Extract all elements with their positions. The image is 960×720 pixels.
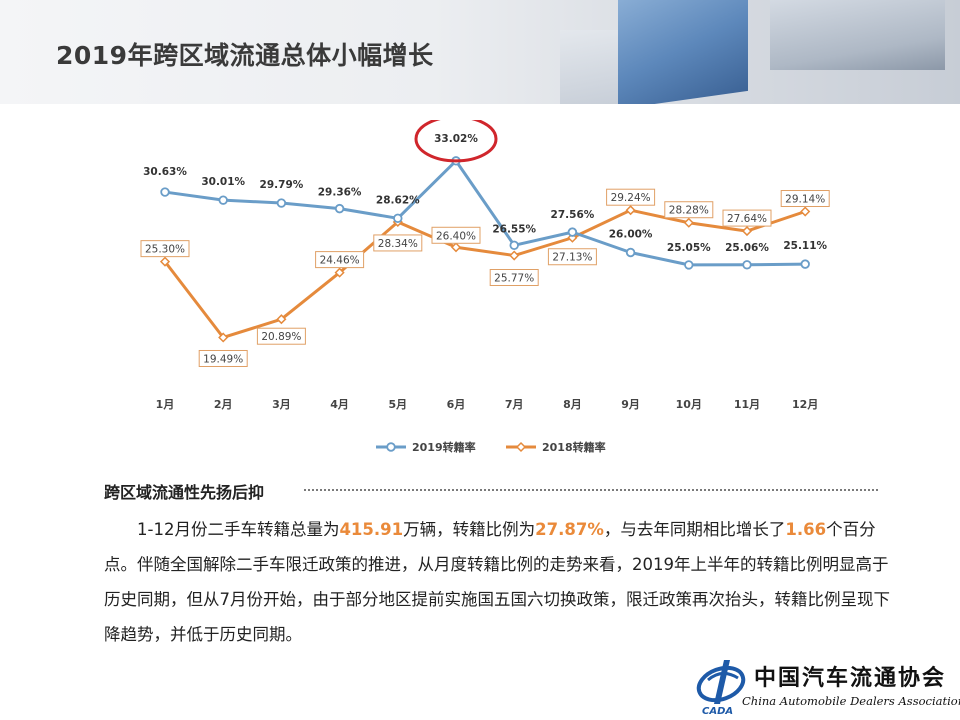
point-2019	[567, 227, 578, 237]
chart-panel: 25.30% 19.49% 20.89% 24.46% 28.34% 26.40% 25.7…	[96, 115, 886, 465]
data-label-2018: 25.30%	[145, 244, 185, 256]
point-2018	[800, 206, 811, 217]
data-label-box-2018	[489, 269, 539, 287]
point-2018	[509, 250, 520, 261]
x-tick-label: 3月	[272, 398, 291, 411]
data-label-2019: 26.00%	[609, 229, 653, 241]
point-2018	[218, 332, 229, 343]
data-label-2018: 24.46%	[320, 255, 360, 267]
point-2018	[625, 205, 636, 216]
data-label-box-2018	[256, 327, 306, 345]
x-tick-label: 2月	[214, 398, 233, 411]
data-label-box-2018	[140, 240, 190, 258]
paragraph-text: ，与去年同期相比增长了	[603, 520, 786, 539]
data-label-box-2018	[606, 188, 656, 206]
data-label-2018: 28.28%	[669, 205, 709, 217]
x-tick-label: 4月	[330, 398, 349, 411]
data-label-2018: 27.13%	[552, 252, 592, 264]
legend-2018-marker	[515, 441, 527, 453]
data-label-2019: 27.56%	[551, 209, 595, 221]
line-chart: 25.30% 19.49% 20.89% 24.46% 28.34% 26.40% 25.7…	[140, 115, 830, 454]
x-tick-label: 9月	[621, 398, 640, 411]
x-tick-label: 6月	[447, 398, 466, 411]
point-2019	[684, 260, 694, 270]
series-line-2018	[163, 208, 806, 339]
data-label-box-2018	[315, 251, 365, 269]
data-label-box-2018	[431, 226, 481, 244]
data-label-2018: 27.64%	[727, 213, 767, 225]
paragraph-text: 万辆，转籍比例为	[403, 520, 536, 539]
x-tick-label: 11月	[734, 398, 760, 411]
data-label-box-2018	[664, 201, 714, 219]
data-label-2018: 25.77%	[494, 273, 534, 285]
point-2018	[276, 314, 287, 325]
section-heading: 跨区域流通性先扬后抑	[104, 483, 265, 502]
point-2019	[160, 187, 170, 197]
legend-2019-label: 2019转籍率	[412, 440, 476, 454]
legend-2018-label: 2018转籍率	[542, 440, 606, 454]
highlight-total: 415.91	[339, 520, 404, 539]
page-title: 2019年跨区域流通总体小幅增长	[56, 41, 434, 70]
paragraph-text: 个百分点。伴随全国解除二手车限迁政策的推进，从月度转籍比例的走势来看，2019年…	[104, 520, 890, 644]
data-label-2019: 25.06%	[725, 242, 769, 254]
header-banner: 2019年跨区域流通总体小幅增长	[0, 0, 960, 104]
divider	[304, 489, 878, 491]
point-2019	[625, 247, 636, 258]
data-label-2018: 26.40%	[436, 230, 476, 242]
data-label-2019: 29.79%	[260, 179, 304, 191]
data-label-2019: 30.63%	[143, 166, 187, 178]
x-tick-label: 1月	[156, 398, 175, 411]
decorative-cube	[618, 0, 748, 104]
logo-mark-icon: CADA	[696, 660, 746, 716]
data-label-2018: 20.89%	[261, 331, 301, 343]
association-logo: CADA 中国汽车流通协会 China Automobile Dealers A…	[694, 654, 960, 720]
point-2019	[509, 240, 519, 251]
data-label-2018: 29.14%	[785, 194, 825, 206]
data-label-box-2018	[547, 248, 597, 266]
data-label-2018: 29.24%	[611, 192, 651, 204]
data-label-2019: 30.01%	[201, 176, 245, 188]
point-2018	[450, 242, 462, 253]
data-label-2018: 19.49%	[203, 353, 243, 365]
legend-2019-marker	[386, 442, 396, 452]
decorative-cube	[770, 0, 945, 70]
x-tick-label: 12月	[792, 398, 818, 411]
highlight-ratio: 27.87%	[535, 520, 604, 539]
logo-mark-text: CADA	[702, 706, 733, 716]
data-label-box-2018	[198, 349, 248, 367]
logo-english-name: China Automobile Dealers Association	[742, 694, 960, 708]
point-2019	[742, 260, 752, 270]
point-2018	[683, 217, 694, 228]
data-label-2019: 29.36%	[318, 187, 362, 199]
point-2019	[276, 198, 287, 208]
x-tick-label: 8月	[563, 398, 582, 411]
point-2018	[741, 226, 753, 237]
data-label-2019: 25.11%	[783, 240, 827, 252]
data-label-box-2018	[780, 190, 830, 208]
data-label-2019: 28.62%	[376, 194, 420, 206]
point-2019	[393, 213, 403, 223]
series-line-2019	[164, 159, 806, 267]
data-label-2019: 26.55%	[492, 223, 536, 235]
data-label-box-2018	[722, 209, 772, 227]
data-label-2019: 33.02%	[434, 133, 478, 145]
point-2018	[159, 256, 171, 267]
logo-chinese-name: 中国汽车流通协会	[754, 665, 947, 691]
point-2018	[334, 267, 345, 278]
data-label-box-2018	[373, 234, 423, 252]
data-label-2018: 28.34%	[378, 238, 418, 250]
summary-paragraph: 1-12月份二手车转籍总量为415.91万辆，转籍比例为27.87%，与去年同期…	[104, 512, 904, 652]
highlight-growth: 1.66	[785, 520, 827, 539]
paragraph-text: 1-12月份二手车转籍总量为	[137, 520, 340, 539]
point-2019	[334, 203, 345, 214]
point-2019	[800, 259, 810, 269]
x-tick-label: 7月	[505, 398, 524, 411]
x-tick-label: 10月	[676, 398, 702, 411]
point-2019	[218, 195, 228, 205]
x-tick-label: 5月	[388, 398, 407, 411]
data-label-2019: 25.05%	[667, 242, 711, 254]
